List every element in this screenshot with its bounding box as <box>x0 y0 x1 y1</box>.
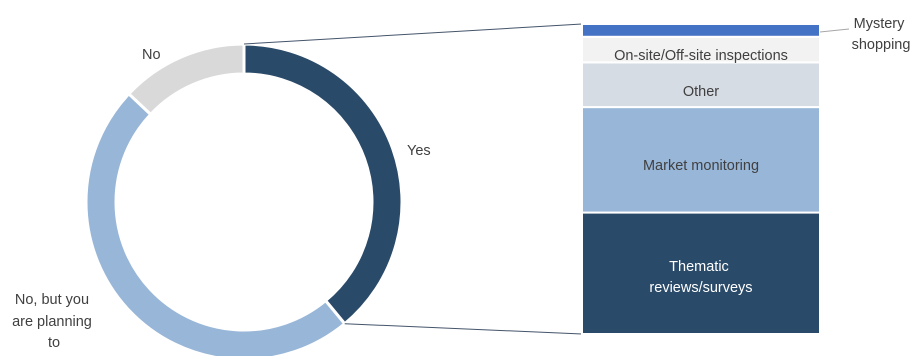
connector-line-bottom <box>344 323 583 335</box>
bar-segment-mystery-shopping <box>581 23 821 38</box>
stacked-bar-chart <box>581 23 821 335</box>
slice-label-no-planning: No, but you are planning to <box>12 292 96 351</box>
slice-label-no: No <box>142 47 161 63</box>
bar-label-thematic: Thematic reviews/surveys <box>649 259 752 296</box>
mystery-leader-line <box>819 28 850 33</box>
bar-label-mystery-line-2: shopping <box>852 37 911 53</box>
doughnut-slice-no-planning <box>84 91 347 356</box>
bar-label-inspections: On-site/Off-site inspections <box>614 48 788 64</box>
doughnut-chart <box>84 42 404 356</box>
bar-label-thematic-line-2: reviews/surveys <box>649 280 752 296</box>
slice-label-no-planning-line-1: No, but you <box>15 292 89 308</box>
connector-line-top <box>243 23 583 45</box>
bar-segment-inspections <box>581 35 821 64</box>
bar-label-thematic-line-1: Thematic <box>669 259 729 275</box>
bar-segment-market-monitoring <box>581 106 821 214</box>
bar-label-other: Other <box>683 84 719 100</box>
bar-label-mystery-line-1: Mystery <box>854 16 906 32</box>
bar-label-mystery-shopping: Mystery shopping <box>852 16 911 53</box>
slice-label-yes: Yes <box>407 143 431 159</box>
bar-segment-thematic <box>581 211 821 335</box>
doughnut-slice-no <box>126 42 246 117</box>
doughnut-slice-yes <box>242 42 404 326</box>
connector-lines <box>243 23 583 335</box>
slice-label-no-planning-line-2: are planning <box>12 314 92 330</box>
bar-label-market-monitoring: Market monitoring <box>643 158 759 174</box>
slice-label-no-planning-line-3: to <box>48 335 60 351</box>
